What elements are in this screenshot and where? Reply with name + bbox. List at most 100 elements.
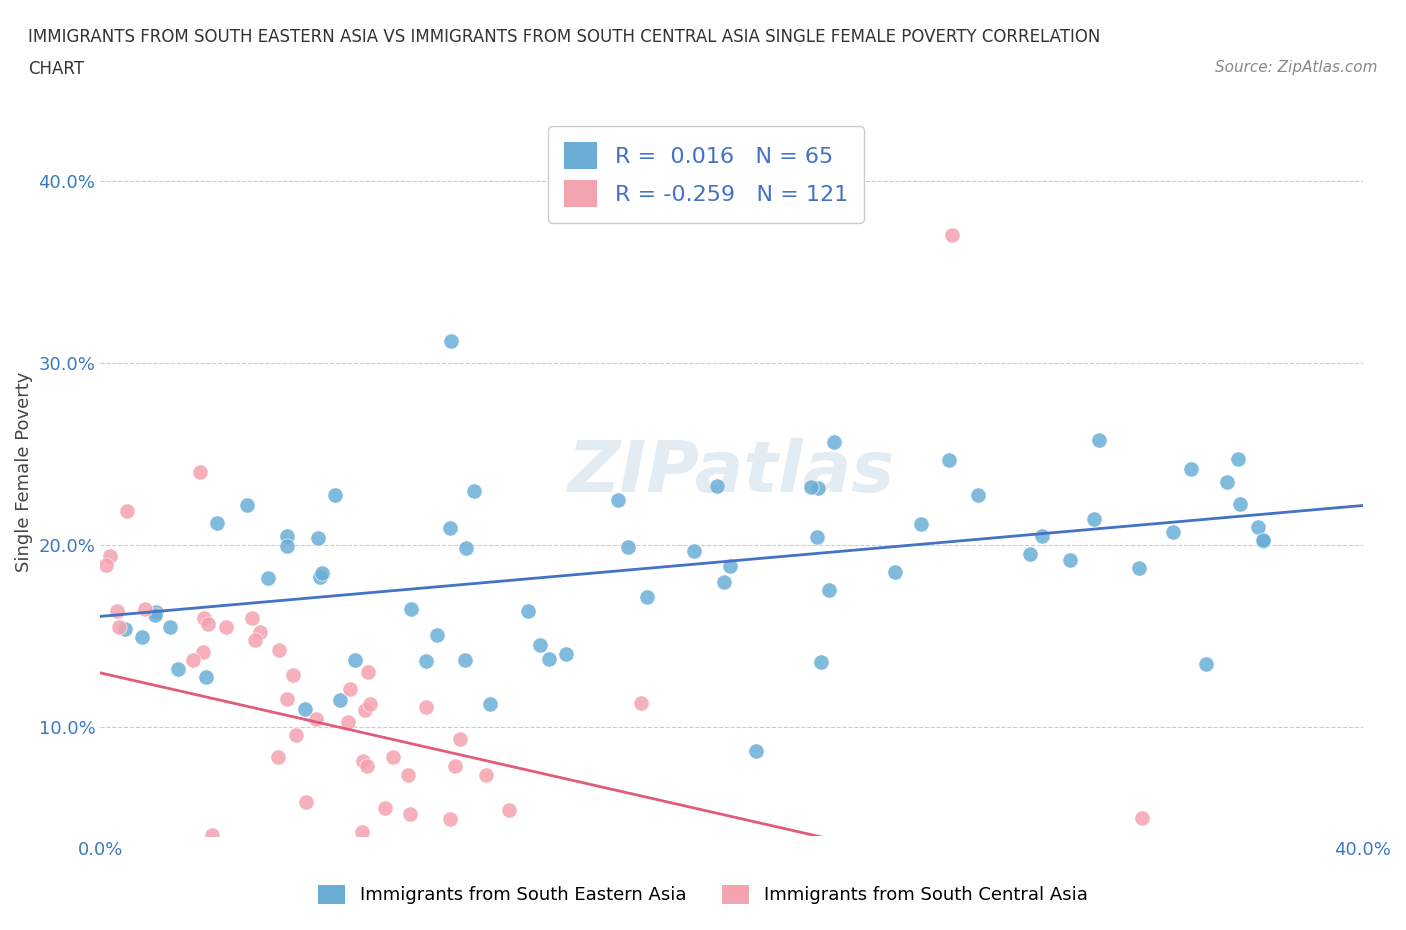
Point (339, 681, 361, 696)
Point (633, 865, 655, 880)
Point (343, 653, 366, 668)
Point (143, 607, 166, 622)
Point (197, 617, 219, 631)
Point (374, 801, 396, 816)
Point (807, 865, 830, 880)
Point (858, 865, 880, 880)
Point (1128, 561, 1150, 576)
Point (1123, 865, 1146, 880)
Point (354, 702, 377, 717)
Point (1178, 865, 1201, 880)
Point (883, 565, 905, 579)
Point (415, 654, 437, 669)
Point (145, 604, 167, 619)
Point (1251, 533, 1274, 548)
Point (914, 865, 936, 880)
Point (1031, 865, 1053, 880)
Point (1247, 520, 1270, 535)
Point (181, 652, 204, 667)
Point (276, 691, 298, 706)
Point (817, 583, 839, 598)
Point (352, 754, 374, 769)
Point (818, 865, 841, 880)
Point (967, 865, 990, 880)
Point (1123, 865, 1146, 880)
Point (1012, 865, 1035, 880)
Point (1153, 865, 1175, 880)
Point (673, 865, 696, 880)
Point (475, 767, 498, 782)
Point (249, 624, 271, 639)
Point (681, 865, 703, 880)
Point (1195, 657, 1218, 671)
Point (105, 604, 128, 618)
Point (789, 865, 811, 880)
Point (1029, 865, 1052, 880)
Point (717, 865, 740, 880)
Point (1080, 865, 1102, 880)
Point (1229, 496, 1251, 511)
Point (256, 571, 278, 586)
Point (1130, 811, 1153, 826)
Point (399, 807, 422, 822)
Point (1128, 865, 1150, 880)
Legend: Immigrants from South Eastern Asia, Immigrants from South Central Asia: Immigrants from South Eastern Asia, Immi… (311, 878, 1095, 911)
Point (115, 503, 138, 518)
Point (323, 487, 346, 502)
Point (617, 539, 640, 554)
Point (630, 696, 652, 711)
Point (538, 652, 561, 667)
Point (359, 697, 381, 711)
Point (1143, 865, 1166, 880)
Point (1163, 525, 1185, 539)
Point (607, 493, 630, 508)
Point (831, 865, 853, 880)
Point (356, 759, 378, 774)
Point (662, 865, 685, 880)
Point (768, 865, 790, 880)
Point (1115, 865, 1137, 880)
Point (167, 661, 190, 676)
Point (188, 465, 211, 480)
Point (1087, 433, 1109, 448)
Point (1111, 865, 1133, 880)
Point (464, 865, 486, 880)
Point (276, 538, 298, 553)
Point (307, 530, 329, 545)
Point (636, 590, 658, 604)
Point (426, 628, 449, 643)
Point (800, 480, 823, 495)
Point (1084, 865, 1107, 880)
Point (789, 865, 811, 880)
Point (107, 620, 129, 635)
Point (1069, 865, 1091, 880)
Point (516, 865, 538, 880)
Point (295, 794, 318, 809)
Point (284, 728, 307, 743)
Point (806, 529, 828, 544)
Point (382, 750, 405, 764)
Point (910, 517, 932, 532)
Point (100, 549, 122, 564)
Point (454, 653, 477, 668)
Point (787, 865, 810, 880)
Point (1157, 865, 1180, 880)
Point (1059, 552, 1081, 567)
Point (853, 865, 876, 880)
Point (823, 865, 845, 880)
Point (1081, 865, 1104, 880)
Point (859, 865, 882, 880)
Point (683, 543, 706, 558)
Text: Source: ZipAtlas.com: Source: ZipAtlas.com (1215, 60, 1378, 75)
Point (495, 865, 517, 880)
Point (439, 812, 461, 827)
Point (1083, 512, 1105, 526)
Point (305, 712, 328, 727)
Point (131, 630, 153, 644)
Point (823, 434, 845, 449)
Point (706, 478, 728, 493)
Point (463, 484, 485, 498)
Point (938, 453, 960, 468)
Point (214, 619, 236, 634)
Point (309, 569, 332, 584)
